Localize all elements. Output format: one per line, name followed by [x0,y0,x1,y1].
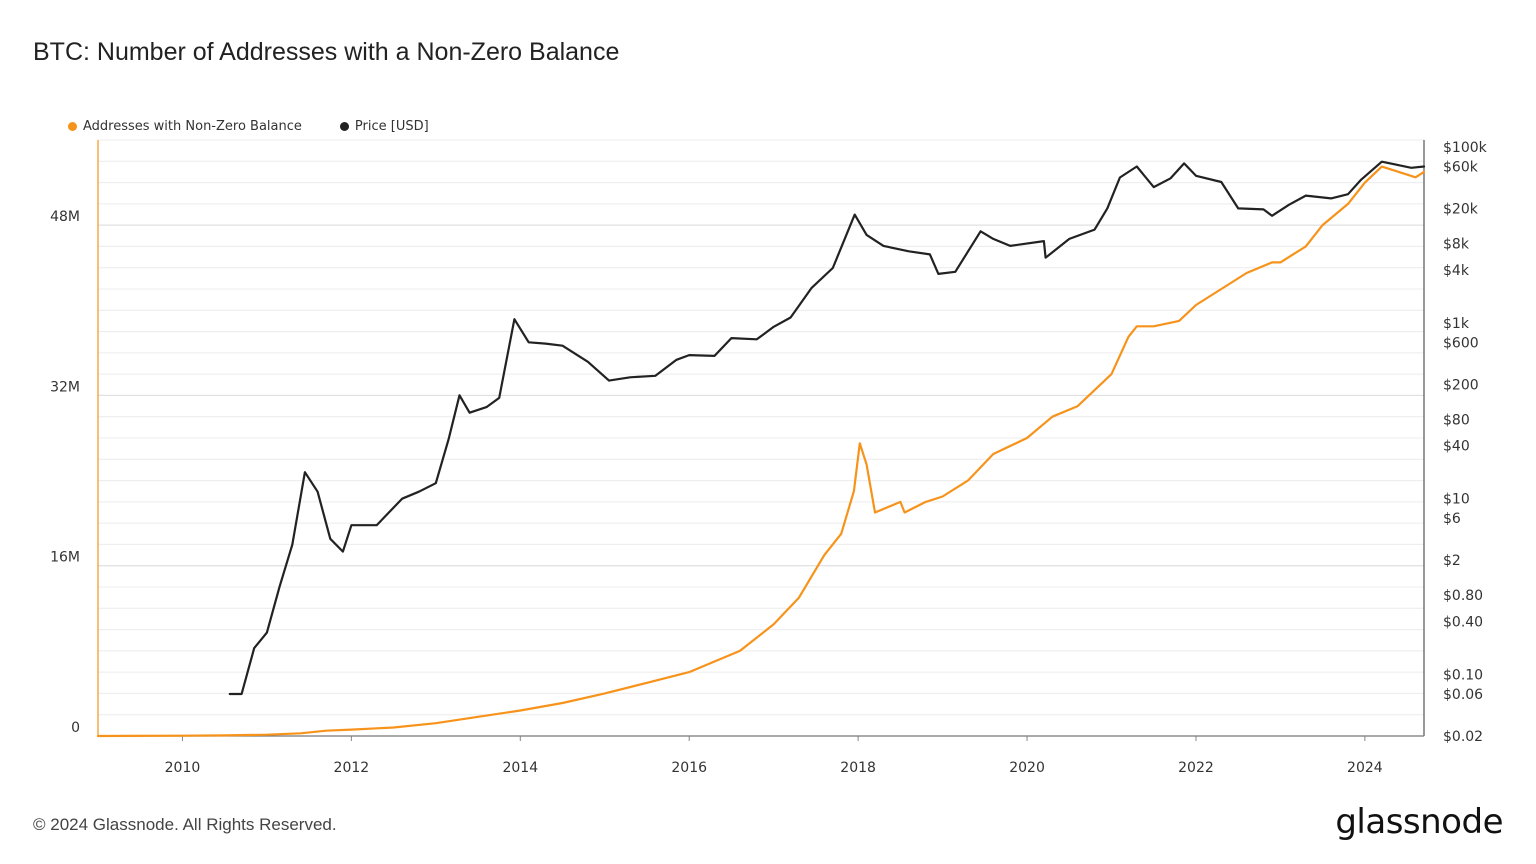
legend-label-addresses: Addresses with Non-Zero Balance [83,119,302,134]
y-left-tick-label: 48M [50,209,80,225]
series-line-addresses [96,165,1426,738]
legend-dot-price [339,122,349,131]
x-tick-label: 2020 [1009,760,1045,776]
y-right-tick-label: $80 [1443,412,1470,428]
copyright-text: © 2024 Glassnode. All Rights Reserved. [33,815,337,834]
y-right-tick-label: $60k [1443,159,1479,175]
glassnode-logo: glassnode [1335,802,1503,842]
legend-item-addresses[interactable]: Addresses with Non-Zero Balance [68,119,302,134]
y-right-tick-label: $40 [1443,439,1470,455]
y-right-tick-label: $4k [1443,263,1470,279]
legend: Addresses with Non-Zero Balance Price [U… [68,119,429,134]
y-right-tick-label: $600 [1443,335,1479,351]
y-right-tick-label: $0.10 [1443,668,1483,684]
y-right-tick-label: $100k [1443,140,1488,156]
y-right-tick-label: $8k [1443,236,1470,252]
x-tick-label: 2018 [840,760,876,776]
y-left-tick-label: 16M [50,550,80,566]
y-right-tick-label: $2 [1443,553,1461,569]
x-tick-label: 2010 [165,760,201,776]
y-right-tick-label: $200 [1443,377,1479,393]
y-right-tick-label: $0.80 [1443,588,1483,604]
y-right-tick-label: $0.02 [1443,729,1483,745]
y-left-tick-label: 32M [50,379,80,395]
y-right-tick-label: $0.40 [1443,615,1483,631]
legend-dot-addresses [68,122,77,131]
chart-title: BTC: Number of Addresses with a Non-Zero… [33,38,620,66]
y-right-tick-label: $6 [1443,511,1461,527]
y-right-tick-label: $1k [1443,316,1470,332]
x-tick-label: 2016 [671,760,707,776]
legend-item-price[interactable]: Price [USD] [339,119,429,134]
x-tick-label: 2022 [1178,760,1214,776]
x-tick-label: 2012 [334,760,370,776]
y-left-tick-label: 0 [71,720,80,736]
x-tick-label: 2014 [502,760,538,776]
y-right-tick-label: $0.06 [1443,687,1483,703]
x-tick-label: 2024 [1347,760,1383,776]
legend-label-price: Price [USD] [354,119,429,134]
y-right-tick-label: $20k [1443,201,1479,217]
y-right-tick-label: $10 [1443,492,1470,508]
series-line-price [228,160,1426,696]
